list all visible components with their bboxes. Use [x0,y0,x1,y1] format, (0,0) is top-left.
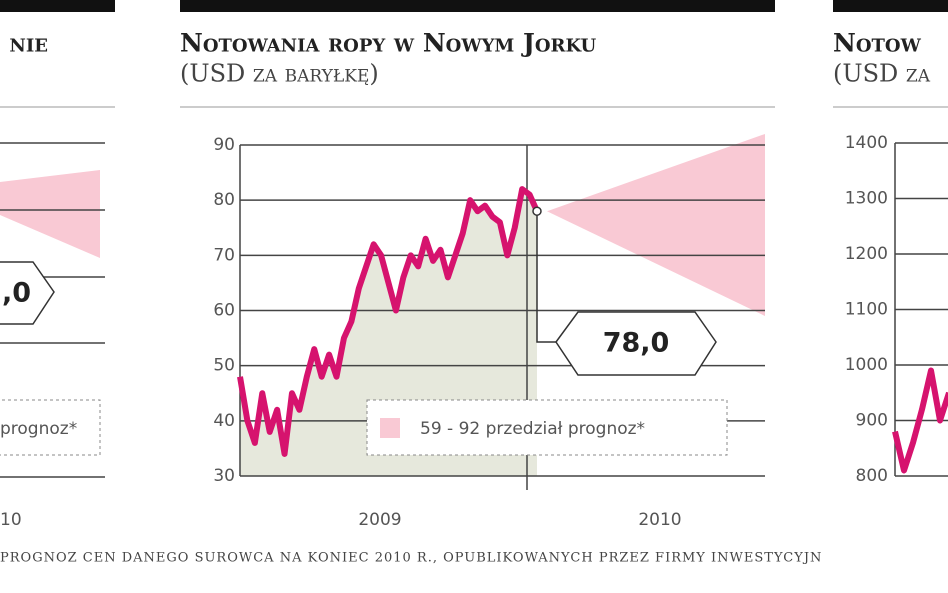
header-bar [0,0,115,12]
y-tick-label: 1300 [845,189,888,209]
forecast-point [532,206,542,216]
x-tick-label: 2009 [358,510,401,530]
y-tick-label: 50 [213,356,235,376]
forecast-band [0,170,100,258]
chart-title: nie [9,29,48,58]
y-tick-label: 90 [213,135,235,155]
y-tick-label: 60 [213,301,235,321]
y-tick-label: 900 [856,411,888,431]
chart-subtitle: (USD za baryłkę) [180,60,379,88]
legend-label: 59 - 92 przedział prognoz* [420,419,645,439]
callout-box [555,311,717,376]
price-line [237,186,540,457]
chart-subtitle: (USD za [833,60,931,88]
callout-box [0,261,55,325]
x-tick-label: 10 [0,510,22,530]
callout-label: 78,0 [603,328,670,359]
y-tick-label: 1000 [845,355,888,375]
chart-title: Notow [833,29,922,58]
y-tick-label: 1200 [845,244,888,264]
forecast-band [547,133,765,317]
y-tick-label: 1400 [845,133,888,153]
legend-label: prognoz* [0,419,77,439]
y-tick-label: 800 [856,466,888,486]
y-tick-label: 30 [213,466,235,486]
callout-leader [536,215,556,343]
y-tick-label: 80 [213,190,235,210]
price-line [892,367,948,474]
legend-box [366,399,728,456]
y-tick-label: 40 [213,411,235,431]
legend-box [0,399,101,456]
legend-swatch [380,418,400,438]
chart-title: Notowania ropy w Nowym Jorku [180,29,597,58]
y-tick-label: 1100 [845,300,888,320]
header-bar [180,0,775,12]
footnote: PROGNOZ CEN DANEGO SUROWCA NA KONIEC 201… [0,551,822,566]
y-tick-label: 70 [213,245,235,265]
header-bar [833,0,948,12]
x-tick-label: 2010 [638,510,681,530]
callout-label: ,0 [2,278,31,309]
